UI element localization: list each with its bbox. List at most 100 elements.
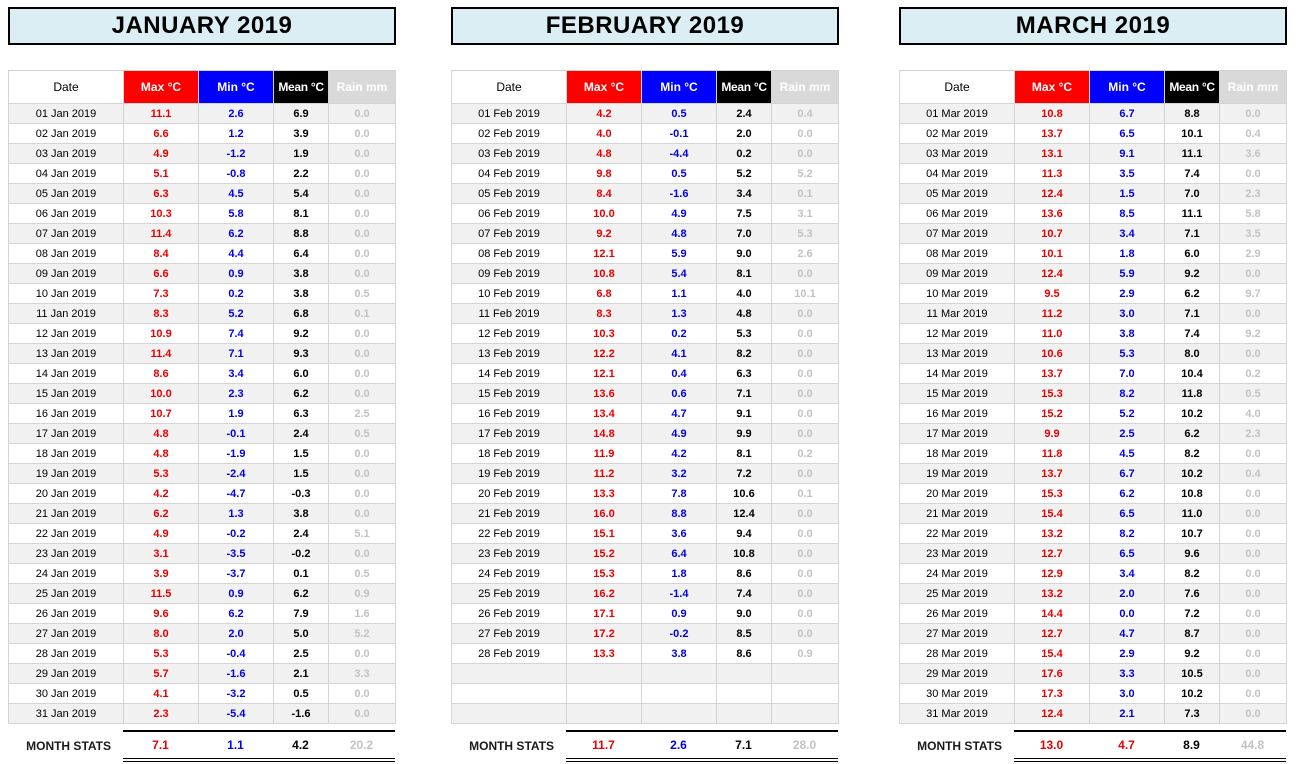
max-temp-cell: 10.8 bbox=[1014, 103, 1090, 124]
max-temp-cell: 12.1 bbox=[566, 363, 642, 384]
table-row: 12 Mar 2019 11.0 3.8 7.4 9.2 bbox=[899, 323, 1287, 344]
min-temp-cell: -0.2 bbox=[641, 623, 717, 644]
max-temp-cell: 6.2 bbox=[123, 503, 199, 524]
table-row: 02 Jan 2019 6.6 1.2 3.9 0.0 bbox=[8, 123, 396, 144]
weather-table-january: Date Max °C Min °C Mean °C Rain mm 01 Ja… bbox=[8, 70, 396, 724]
max-temp-cell: 5.3 bbox=[123, 643, 199, 664]
date-cell: 18 Feb 2019 bbox=[451, 443, 567, 464]
date-cell: 15 Feb 2019 bbox=[451, 383, 567, 404]
mean-temp-cell: 5.0 bbox=[273, 623, 329, 644]
rain-cell: 0.0 bbox=[1219, 483, 1287, 504]
table-row: 01 Feb 2019 4.2 0.5 2.4 0.4 bbox=[451, 103, 839, 124]
min-temp-cell: 4.1 bbox=[641, 343, 717, 364]
table-row: 03 Jan 2019 4.9 -1.2 1.9 0.0 bbox=[8, 143, 396, 164]
date-cell: 26 Mar 2019 bbox=[899, 603, 1015, 624]
mean-temp-cell: 3.9 bbox=[273, 123, 329, 144]
rain-cell: 0.0 bbox=[328, 703, 396, 724]
rain-cell: 0.0 bbox=[771, 423, 839, 444]
min-temp-cell: 4.9 bbox=[641, 203, 717, 224]
table-row: 28 Jan 2019 5.3 -0.4 2.5 0.0 bbox=[8, 643, 396, 664]
min-temp-cell: -4.7 bbox=[198, 483, 274, 504]
rain-cell: 2.3 bbox=[1219, 183, 1287, 204]
max-temp-cell: 13.6 bbox=[1014, 203, 1090, 224]
table-row: 23 Mar 2019 12.7 6.5 9.6 0.0 bbox=[899, 543, 1287, 564]
min-temp-cell: 6.4 bbox=[641, 543, 717, 564]
max-temp-cell: 15.4 bbox=[1014, 503, 1090, 524]
max-temp-cell: 9.9 bbox=[1014, 423, 1090, 444]
max-temp-cell: 11.3 bbox=[1014, 163, 1090, 184]
table-row: 27 Mar 2019 12.7 4.7 8.7 0.0 bbox=[899, 623, 1287, 644]
column-header-max: Max °C bbox=[123, 70, 199, 104]
max-temp-cell: 17.3 bbox=[1014, 683, 1090, 704]
table-row: 04 Mar 2019 11.3 3.5 7.4 0.0 bbox=[899, 163, 1287, 184]
table-row: 15 Mar 2019 15.3 8.2 11.8 0.5 bbox=[899, 383, 1287, 404]
date-cell: 12 Jan 2019 bbox=[8, 323, 124, 344]
table-row: 02 Feb 2019 4.0 -0.1 2.0 0.0 bbox=[451, 123, 839, 144]
rain-cell: 0.0 bbox=[328, 223, 396, 244]
max-temp-cell: 14.4 bbox=[1014, 603, 1090, 624]
mean-temp-cell: 6.2 bbox=[273, 583, 329, 604]
table-row: 19 Jan 2019 5.3 -2.4 1.5 0.0 bbox=[8, 463, 396, 484]
date-cell: 26 Jan 2019 bbox=[8, 603, 124, 624]
rain-cell: 3.3 bbox=[328, 663, 396, 684]
mean-temp-cell: 6.8 bbox=[273, 303, 329, 324]
date-cell: 17 Mar 2019 bbox=[899, 423, 1015, 444]
max-temp-cell: 12.7 bbox=[1014, 623, 1090, 644]
mean-temp-cell: 12.4 bbox=[716, 503, 772, 524]
column-header-rain: Rain mm bbox=[328, 70, 396, 104]
rain-cell: 0.0 bbox=[771, 543, 839, 564]
date-cell: 25 Mar 2019 bbox=[899, 583, 1015, 604]
mean-temp-cell: 2.2 bbox=[273, 163, 329, 184]
min-temp-cell: 6.7 bbox=[1089, 463, 1165, 484]
date-cell: 28 Mar 2019 bbox=[899, 643, 1015, 664]
max-temp-cell: 12.2 bbox=[566, 343, 642, 364]
table-row: 30 Mar 2019 17.3 3.0 10.2 0.0 bbox=[899, 683, 1287, 704]
min-temp-cell: 3.5 bbox=[1089, 163, 1165, 184]
min-temp-cell: 6.5 bbox=[1089, 123, 1165, 144]
rain-cell: 0.0 bbox=[328, 463, 396, 484]
month-section-march: MARCH 2019 Date Max °C Min °C Mean °C Ra… bbox=[899, 7, 1287, 762]
date-cell: 20 Feb 2019 bbox=[451, 483, 567, 504]
date-cell: 19 Feb 2019 bbox=[451, 463, 567, 484]
mean-temp-cell: 8.8 bbox=[1164, 103, 1220, 124]
column-header-max: Max °C bbox=[1014, 70, 1090, 104]
date-cell: 29 Mar 2019 bbox=[899, 663, 1015, 684]
min-temp-cell: 4.4 bbox=[198, 243, 274, 264]
min-temp-cell: 0.2 bbox=[641, 323, 717, 344]
mean-temp-cell: 6.3 bbox=[273, 403, 329, 424]
min-temp-cell: 4.7 bbox=[641, 403, 717, 424]
max-temp-cell: 6.8 bbox=[566, 283, 642, 304]
min-temp-cell: 1.8 bbox=[1089, 243, 1165, 264]
min-temp-cell: -4.4 bbox=[641, 143, 717, 164]
table-row: 17 Feb 2019 14.8 4.9 9.9 0.0 bbox=[451, 423, 839, 444]
min-temp-cell: 3.8 bbox=[1089, 323, 1165, 344]
rain-cell: 5.8 bbox=[1219, 203, 1287, 224]
min-temp-cell: 1.5 bbox=[1089, 183, 1165, 204]
max-temp-cell: 10.6 bbox=[1014, 343, 1090, 364]
date-cell: 27 Feb 2019 bbox=[451, 623, 567, 644]
rain-cell: 0.0 bbox=[771, 263, 839, 284]
table-row: 14 Jan 2019 8.6 3.4 6.0 0.0 bbox=[8, 363, 396, 384]
date-cell bbox=[451, 663, 567, 684]
rain-cell: 0.0 bbox=[328, 183, 396, 204]
max-temp-cell: 15.2 bbox=[1014, 403, 1090, 424]
max-temp-cell: 3.1 bbox=[123, 543, 199, 564]
table-row: 26 Mar 2019 14.4 0.0 7.2 0.0 bbox=[899, 603, 1287, 624]
rain-cell: 0.0 bbox=[1219, 263, 1287, 284]
date-cell: 05 Feb 2019 bbox=[451, 183, 567, 204]
table-row: 25 Feb 2019 16.2 -1.4 7.4 0.0 bbox=[451, 583, 839, 604]
min-temp-cell: 4.5 bbox=[1089, 443, 1165, 464]
date-cell: 20 Jan 2019 bbox=[8, 483, 124, 504]
table-row: 24 Jan 2019 3.9 -3.7 0.1 0.5 bbox=[8, 563, 396, 584]
max-temp-cell: 13.7 bbox=[1014, 363, 1090, 384]
max-temp-cell bbox=[566, 663, 642, 684]
table-row: 13 Mar 2019 10.6 5.3 8.0 0.0 bbox=[899, 343, 1287, 364]
min-temp-cell: 8.5 bbox=[1089, 203, 1165, 224]
table-row: 22 Feb 2019 15.1 3.6 9.4 0.0 bbox=[451, 523, 839, 544]
max-temp-cell: 12.4 bbox=[1014, 703, 1090, 724]
rain-cell bbox=[771, 683, 839, 704]
min-temp-cell: 0.9 bbox=[641, 603, 717, 624]
mean-temp-cell: 8.7 bbox=[1164, 623, 1220, 644]
mean-temp-cell: 9.2 bbox=[1164, 263, 1220, 284]
mean-temp-cell: 9.2 bbox=[1164, 643, 1220, 664]
